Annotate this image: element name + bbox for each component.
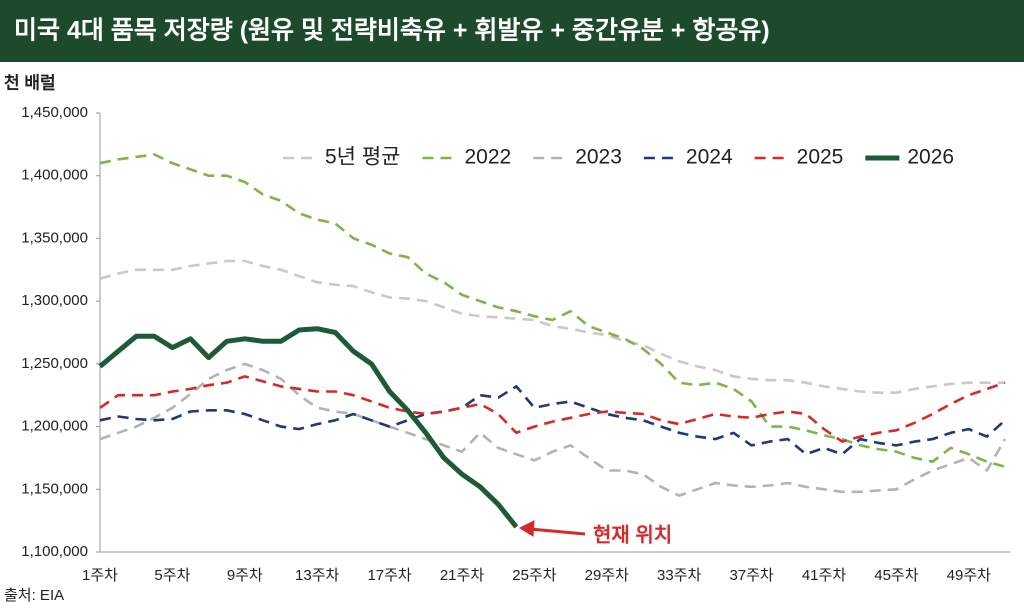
legend-label: 2025 (797, 146, 844, 169)
legend-label: 2022 (464, 146, 511, 169)
x-tick-label: 17주차 (367, 567, 411, 584)
x-tick-label: 45주차 (874, 567, 918, 584)
x-tick-label: 21주차 (440, 567, 484, 584)
series-line (99, 385, 1006, 456)
title-bar (0, 0, 1024, 62)
y-tick-label: 1,100,000 (21, 543, 88, 560)
x-tick-label: 9주차 (227, 567, 263, 584)
y-tick-label: 1,150,000 (21, 480, 88, 497)
series-line (99, 375, 1006, 443)
series-line (99, 153, 1006, 468)
series-line (99, 362, 1007, 497)
x-tick-label: 41주차 (802, 567, 846, 584)
x-tick-label: 33주차 (657, 567, 701, 584)
x-tick-label: 49주차 (947, 567, 991, 584)
legend-label: 5년 평균 (325, 146, 400, 169)
source: 출처: EIA (4, 587, 64, 604)
y-tick-label: 1,300,000 (21, 292, 88, 309)
legend-label: 2026 (907, 146, 954, 169)
y-tick-label: 1,400,000 (21, 167, 88, 184)
annotation: 현재 위치 (593, 523, 672, 546)
y-tick-label: 1,450,000 (21, 104, 88, 121)
x-tick-label: 1주차 (82, 567, 118, 584)
x-tick-label: 29주차 (585, 567, 629, 584)
x-tick-label: 13주차 (295, 567, 339, 584)
y-tick-label: 1,250,000 (21, 355, 88, 372)
x-tick-label: 5주차 (154, 567, 190, 584)
series-line (99, 259, 1005, 394)
y-axis-label: 천 배럴 (4, 73, 56, 92)
annotation-arrow (518, 520, 586, 537)
y-tick-label: 1,350,000 (21, 229, 88, 246)
x-tick-label: 25주차 (512, 567, 556, 584)
series-line (98, 326, 519, 529)
y-tick-label: 1,200,000 (21, 418, 88, 435)
chart-title: 미국 4대 품목 저장량 (원유 및 전략비축유 + 휘발유 + 중간유분 + … (14, 17, 770, 45)
x-tick-label: 37주차 (729, 567, 773, 584)
legend-label: 2023 (575, 146, 622, 169)
legend-label: 2024 (686, 146, 733, 169)
